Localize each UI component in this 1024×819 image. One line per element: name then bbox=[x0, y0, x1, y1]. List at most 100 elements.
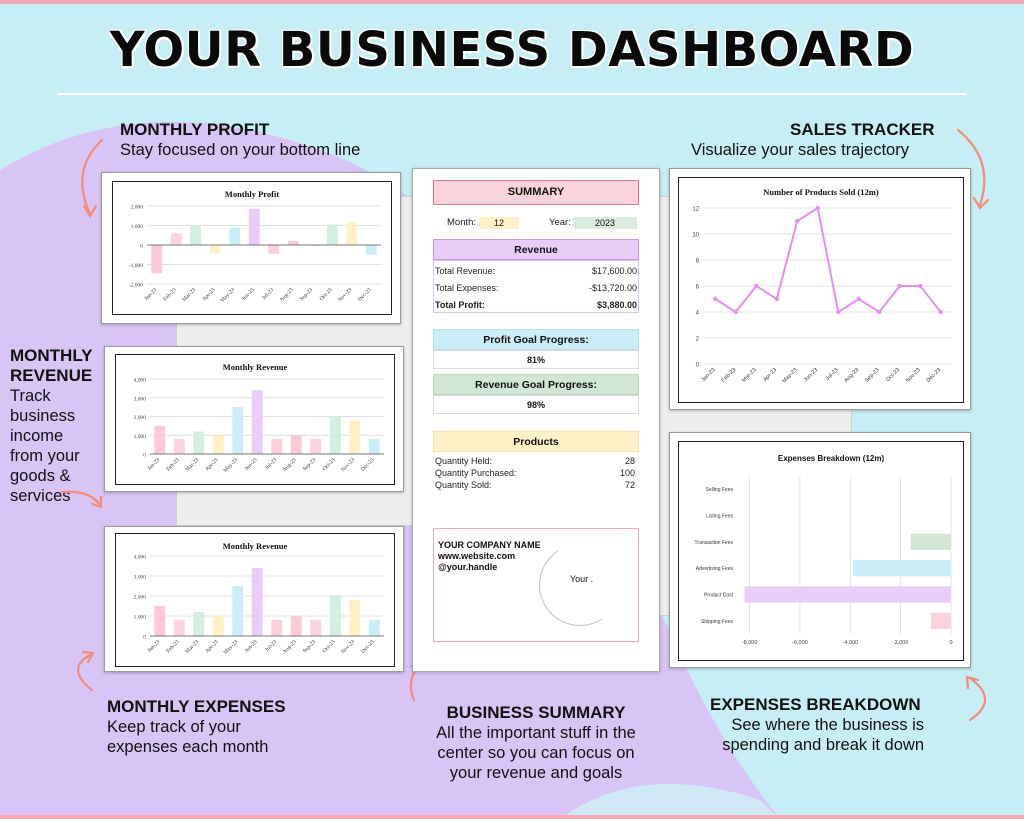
x-tick-label: -4,000 bbox=[842, 640, 858, 646]
chart-title: Expenses Breakdown (12m) bbox=[778, 454, 885, 463]
x-tick-label: Feb-23 bbox=[165, 457, 180, 472]
monthly-profit-chart: Monthly Profit 2,000 1,000 0 -1,000 -2,000Jan… bbox=[129, 189, 381, 304]
bar bbox=[368, 620, 380, 636]
monthly-revenue-subtitle-3: income bbox=[10, 427, 64, 445]
company-info-box: YOUR COMPANY NAME www.website.com @your.… bbox=[433, 528, 639, 642]
x-tick-label: May-23 bbox=[220, 287, 237, 304]
bar bbox=[329, 416, 341, 454]
x-tick-label: -2,000 bbox=[893, 640, 909, 646]
bar bbox=[326, 224, 338, 245]
monthly-revenue-subtitle-4: from your bbox=[10, 447, 80, 465]
x-tick-label: Sep-23 bbox=[302, 457, 317, 472]
bar bbox=[268, 245, 280, 254]
x-tick-label: May-23 bbox=[223, 457, 240, 474]
x-tick-label: -6,000 bbox=[792, 640, 808, 646]
expenses-breakdown-subtitle-1: See where the business is bbox=[731, 716, 924, 734]
y-tick-label: -2,000 bbox=[129, 283, 143, 289]
y-tick-label: Shipping Fees bbox=[701, 619, 733, 625]
x-tick-label: Jul-23 bbox=[825, 367, 840, 382]
x-tick-label: Apr-23 bbox=[762, 367, 778, 383]
quantity-sold-row: Quantity Sold: 72 bbox=[435, 480, 635, 490]
total-revenue-row: Total Revenue: $17,600.00 bbox=[435, 266, 637, 276]
data-point bbox=[733, 309, 738, 315]
x-tick-label: Feb-23 bbox=[165, 639, 180, 654]
bar bbox=[229, 227, 241, 245]
business-summary-subtitle-3: your revenue and goals bbox=[449, 764, 623, 782]
y-tick-label: 4 bbox=[696, 311, 700, 317]
x-tick-label: Apr-23 bbox=[204, 457, 220, 473]
x-tick-label: Jun-23 bbox=[244, 639, 259, 654]
x-tick-label: Mar-23 bbox=[184, 639, 200, 655]
bar bbox=[349, 420, 361, 454]
company-website[interactable]: www.website.com bbox=[438, 551, 516, 561]
y-tick-label: 10 bbox=[692, 233, 699, 239]
x-tick-label: Mar-23 bbox=[181, 287, 197, 303]
data-point bbox=[836, 309, 841, 315]
expenses-breakdown-chart: Expenses Breakdown (12m) -8,000 -6,000 -4,0… bbox=[695, 454, 953, 646]
y-tick-label: 2 bbox=[696, 337, 700, 343]
y-tick-label: 1,000 bbox=[134, 434, 147, 440]
data-point bbox=[754, 283, 759, 289]
bar bbox=[251, 568, 263, 636]
y-tick-label: Product Cost bbox=[704, 593, 734, 599]
x-tick-label: Jun-23 bbox=[803, 367, 819, 383]
total-expenses-value: -$13,720.00 bbox=[588, 283, 637, 293]
bar bbox=[368, 439, 380, 454]
y-tick-label: 4,000 bbox=[134, 378, 147, 384]
data-point bbox=[938, 309, 943, 315]
x-tick-label: Sep-23 bbox=[864, 367, 881, 384]
bar bbox=[365, 245, 377, 255]
x-tick-label: Jan-23 bbox=[144, 287, 159, 302]
x-tick-label: Aug-23 bbox=[279, 287, 295, 303]
x-tick-label: Jan-23 bbox=[701, 367, 717, 383]
bar bbox=[349, 600, 361, 636]
month-value[interactable]: 12 bbox=[479, 217, 519, 229]
y-tick-label: -1,000 bbox=[129, 263, 143, 269]
monthly-revenue-subtitle-2: business bbox=[10, 407, 76, 425]
sales-tracker-heading: SALES TRACKER bbox=[790, 120, 935, 139]
revenue-box bbox=[433, 260, 639, 313]
x-tick-label: Nov-23 bbox=[337, 287, 353, 303]
quantity-purchased-label: Quantity Purchased: bbox=[435, 468, 517, 478]
business-summary-subtitle-2: center so you can focus on bbox=[437, 744, 635, 762]
quantity-sold-label: Quantity Sold: bbox=[435, 480, 492, 490]
monthly-expenses-heading: MONTHLY EXPENSES bbox=[107, 697, 286, 716]
bar bbox=[154, 425, 166, 454]
y-tick-label: 2,000 bbox=[134, 595, 147, 601]
company-name: YOUR COMPANY NAME bbox=[438, 540, 541, 550]
sales-tracker-chart: Number of Products Sold (12m) 12 10 8 6 4 2 0Ja… bbox=[692, 187, 951, 384]
total-profit-label: Total Profit: bbox=[435, 300, 485, 310]
y-tick-label: 4,000 bbox=[134, 555, 147, 561]
expenses-breakdown-chart-frame: Expenses Breakdown (12m) -8,000 -6,000 -4,0… bbox=[678, 441, 964, 661]
y-tick-label: Listing Fees bbox=[706, 514, 733, 520]
y-tick-label: 12 bbox=[692, 207, 699, 213]
y-tick-label: 0 bbox=[140, 244, 143, 250]
chart-title: Monthly Revenue bbox=[223, 362, 288, 372]
quantity-held-value: 28 bbox=[624, 456, 635, 466]
profit-goal-value: 81% bbox=[433, 350, 639, 369]
bar bbox=[251, 390, 263, 454]
bar bbox=[193, 431, 205, 454]
data-point bbox=[877, 309, 882, 315]
monthly-expenses-card: Monthly Revenue 4,000 3,000 2,000 1,000 0 Jan-… bbox=[104, 526, 404, 672]
bar bbox=[154, 606, 166, 636]
data-point bbox=[897, 283, 902, 289]
data-point bbox=[815, 205, 820, 211]
bar bbox=[290, 435, 302, 454]
bar bbox=[744, 586, 951, 603]
bar bbox=[212, 616, 224, 636]
year-value[interactable]: 2023 bbox=[573, 217, 637, 229]
bar bbox=[346, 222, 358, 245]
quantity-held-row: Quantity Held: 28 bbox=[435, 456, 635, 466]
y-tick-label: 0 bbox=[143, 635, 146, 641]
bar bbox=[930, 612, 951, 629]
quantity-held-label: Quantity Held: bbox=[435, 456, 493, 466]
company-handle[interactable]: @your.handle bbox=[438, 562, 498, 572]
bar bbox=[310, 620, 322, 636]
monthly-profit-subtitle: Stay focused on your bottom line bbox=[120, 141, 361, 159]
monthly-revenue-chart-frame: Monthly Revenue 4,000 3,000 2,000 1,000 0 Jan-… bbox=[115, 354, 395, 485]
bar bbox=[290, 616, 302, 636]
bar bbox=[271, 620, 283, 636]
x-tick-label: Mar-23 bbox=[184, 457, 200, 473]
chart-title: Monthly Revenue bbox=[223, 541, 288, 551]
